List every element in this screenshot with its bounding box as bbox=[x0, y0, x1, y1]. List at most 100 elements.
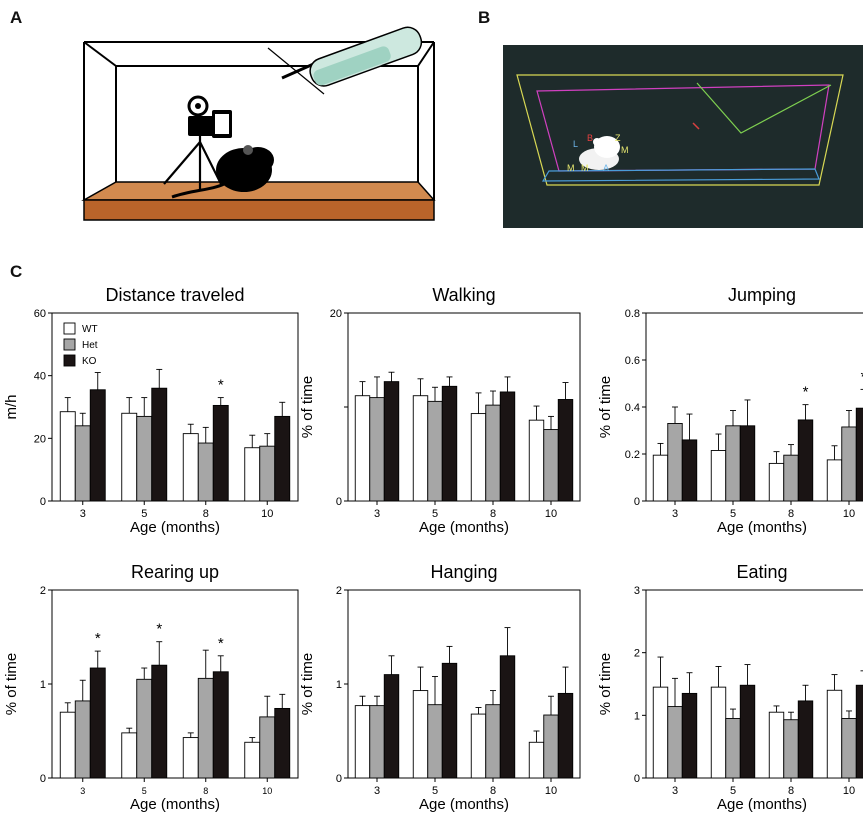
jumping-bar-ko bbox=[681, 439, 698, 502]
jumping-x-tick-label: 3 bbox=[672, 508, 678, 520]
eating-bar-ko bbox=[797, 700, 814, 779]
jumping-bar-het bbox=[725, 425, 741, 502]
hanging-bar-wt bbox=[528, 741, 545, 779]
jumping-y-tick-label: 0.6 bbox=[625, 355, 640, 367]
water-bottle-icon bbox=[267, 26, 423, 95]
distance-y-axis-label: m/h bbox=[3, 394, 20, 419]
eating-y-tick-label: 0 bbox=[634, 773, 640, 785]
video-camera-icon bbox=[187, 95, 232, 138]
hanging-bar-wt bbox=[412, 690, 429, 779]
mouse-icon bbox=[171, 145, 274, 199]
legend-swatch-het bbox=[63, 338, 76, 351]
tracking-label: A bbox=[603, 163, 609, 173]
distance-bar-ko bbox=[274, 415, 291, 502]
eating-x-tick-label: 10 bbox=[843, 785, 855, 797]
walking-bar-ko bbox=[383, 381, 400, 502]
jumping-x-axis-label: Age (months) bbox=[717, 519, 807, 536]
distance-y-tick-label: 60 bbox=[34, 308, 46, 320]
walking-x-tick-label: 3 bbox=[374, 508, 380, 520]
rearing-significance-star: * bbox=[95, 630, 101, 647]
walking-x-tick-label: 10 bbox=[545, 508, 557, 520]
jumping-x-tick-label: 10 bbox=[843, 508, 855, 520]
hanging-y-tick-label: 0 bbox=[336, 773, 342, 785]
distance-y-tick-label: 20 bbox=[34, 433, 46, 445]
tracked-mouse-icon bbox=[579, 136, 620, 170]
rearing-y-tick-label: 1 bbox=[40, 679, 46, 691]
walking-bar-het bbox=[543, 429, 559, 502]
rearing-y-tick-label: 2 bbox=[40, 585, 46, 597]
walking-bar-het bbox=[369, 397, 385, 502]
jumping-y-tick-label: 0.4 bbox=[625, 402, 640, 414]
rearing-x-tick-label: 3 bbox=[80, 786, 85, 796]
hanging-bar-het bbox=[543, 714, 559, 779]
distance-bar-ko bbox=[89, 389, 106, 502]
rearing-bar-wt bbox=[244, 741, 261, 779]
walking-bar-wt bbox=[354, 395, 371, 502]
jumping-significance-star: * bbox=[861, 368, 863, 385]
walking-bar-wt bbox=[470, 413, 487, 502]
rearing-bar-het bbox=[74, 700, 91, 779]
walking-bar-wt bbox=[412, 395, 429, 502]
eating-bar-ko bbox=[681, 692, 698, 779]
hanging-bar-ko bbox=[499, 655, 516, 779]
hanging-x-tick-label: 5 bbox=[432, 785, 438, 797]
rearing-bar-het bbox=[259, 716, 276, 779]
distance-title: Distance traveled bbox=[105, 285, 244, 305]
panel-letter-a: A bbox=[10, 8, 23, 27]
rearing-x-tick-label: 10 bbox=[262, 786, 272, 796]
rearing-bar-het bbox=[136, 678, 153, 779]
rearing-x-axis-label: Age (months) bbox=[130, 796, 220, 813]
distance-bar-wt bbox=[59, 411, 76, 502]
jumping-bar-ko bbox=[739, 425, 756, 502]
legend-label-wt: WT bbox=[82, 324, 98, 335]
walking-bar-ko bbox=[557, 399, 574, 502]
hanging-bar-ko bbox=[441, 662, 458, 779]
hanging-x-tick-label: 8 bbox=[490, 785, 496, 797]
walking-x-axis-label: Age (months) bbox=[419, 519, 509, 536]
tracking-label: M bbox=[581, 163, 589, 173]
eating-y-axis-label: % of time bbox=[597, 653, 614, 716]
eating-x-axis-label: Age (months) bbox=[717, 796, 807, 813]
legend-label-ko: KO bbox=[82, 356, 97, 367]
eating-bar-wt bbox=[826, 689, 843, 779]
jumping-y-axis-label: % of time bbox=[597, 376, 614, 439]
rearing-x-tick-label: 8 bbox=[203, 786, 208, 796]
distance-bar-het bbox=[136, 415, 153, 502]
legend-swatch-wt bbox=[63, 322, 76, 335]
rearing-bar-ko bbox=[212, 671, 229, 779]
tracking-marker bbox=[692, 122, 700, 130]
walking-x-tick-label: 5 bbox=[432, 508, 438, 520]
hanging-bar-ko bbox=[557, 692, 574, 779]
panel-letter-b: B bbox=[478, 8, 491, 27]
jumping-x-tick-label: 5 bbox=[730, 508, 736, 520]
distance-bar-het bbox=[74, 425, 91, 502]
hanging-bar-het bbox=[485, 704, 501, 779]
tracking-label: M bbox=[621, 145, 629, 155]
eating-x-tick-label: 3 bbox=[672, 785, 678, 797]
walking-y-axis-label: % of time bbox=[299, 376, 316, 439]
jumping-significance-star: * bbox=[803, 384, 809, 401]
tracking-view-image: L B Z M M M A bbox=[503, 45, 863, 228]
walking-bar-het bbox=[427, 400, 443, 502]
distance-bar-ko bbox=[212, 404, 229, 502]
walking-x-tick-label: 8 bbox=[490, 508, 496, 520]
rearing-bar-wt bbox=[182, 737, 199, 779]
rearing-y-axis-label: % of time bbox=[3, 653, 20, 716]
hanging-y-tick-label: 1 bbox=[336, 679, 342, 691]
tracking-outer-box bbox=[516, 74, 844, 186]
legend-swatch-ko bbox=[63, 354, 76, 367]
rearing-y-tick-label: 0 bbox=[40, 773, 46, 785]
hanging-bar-wt bbox=[470, 713, 487, 779]
rearing-bar-wt bbox=[59, 711, 76, 779]
jumping-y-tick-label: 0 bbox=[634, 496, 640, 508]
rearing-bar-het bbox=[197, 677, 214, 779]
eating-x-tick-label: 8 bbox=[788, 785, 794, 797]
jumping-title: Jumping bbox=[728, 285, 796, 305]
eating-bar-het bbox=[725, 718, 741, 779]
distance-plot-frame bbox=[51, 312, 299, 502]
cage-floor bbox=[81, 181, 436, 221]
hanging-title: Hanging bbox=[430, 562, 497, 582]
tracking-floor-box bbox=[541, 168, 820, 182]
eating-x-tick-label: 5 bbox=[730, 785, 736, 797]
distance-bar-het bbox=[259, 445, 276, 502]
